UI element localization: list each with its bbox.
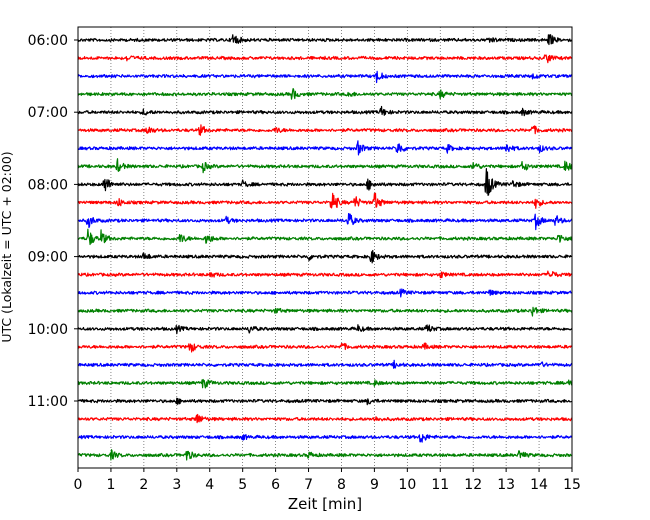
y-axis-ticks: 06:00 07:00 08:00 09:00 10:00 11:00 (28, 33, 78, 410)
trace-06:45 (77, 87, 573, 100)
trace-08:00 (77, 167, 573, 196)
x-tick-label: 8 (337, 477, 346, 493)
trace-09:45 (77, 306, 573, 317)
trace-10:15 (77, 342, 573, 353)
x-tick-label: 14 (530, 477, 548, 493)
trace-09:00 (77, 249, 573, 264)
trace-10:00 (77, 324, 573, 335)
x-tick-label: 7 (304, 477, 313, 493)
y-tick-label: 08:00 (28, 177, 68, 193)
y-tick-label: 10:00 (28, 322, 68, 338)
trace-07:45 (77, 158, 573, 174)
trace-11:00 (77, 397, 573, 406)
y-tick-label: 09:00 (28, 250, 68, 266)
trace-08:15 (77, 192, 573, 209)
trace-11:30 (77, 434, 573, 443)
x-tick-label: 5 (238, 477, 247, 493)
trace-11:45 (77, 449, 573, 461)
trace-07:30 (77, 140, 573, 156)
trace-11:15 (77, 413, 573, 424)
x-axis-ticks: 0 1 2 3 4 5 6 7 8 9 10 11 12 13 14 15 (74, 468, 581, 493)
trace-09:15 (77, 270, 573, 279)
y-tick-label: 11:00 (28, 394, 68, 410)
x-tick-label: 13 (497, 477, 515, 493)
x-tick-label: 0 (74, 477, 83, 493)
y-tick-label: 07:00 (28, 105, 68, 121)
plot-area-frame (77, 26, 573, 469)
trace-08:30 (77, 212, 573, 231)
x-tick-label: 11 (431, 477, 449, 493)
trace-08:45 (77, 228, 573, 246)
x-tick-label: 1 (106, 477, 115, 493)
x-tick-label: 4 (205, 477, 214, 493)
x-tick-label: 3 (172, 477, 181, 493)
trace-10:30 (77, 359, 573, 369)
trace-07:00 (77, 105, 573, 117)
x-tick-label: 15 (563, 477, 581, 493)
trace-07:15 (77, 124, 573, 136)
seismogram-traces (77, 34, 573, 461)
x-tick-label: 6 (271, 477, 280, 493)
trace-06:15 (77, 54, 573, 64)
y-axis-label: UTC (Lokalzeit = UTC + 02:00) (0, 151, 14, 342)
trace-06:30 (77, 70, 573, 84)
trace-06:00 (77, 34, 573, 46)
x-tick-label: 10 (398, 477, 416, 493)
x-tick-label: 2 (139, 477, 148, 493)
x-axis-label: Zeit [min] (288, 495, 362, 513)
trace-09:30 (77, 288, 573, 298)
x-tick-label: 12 (464, 477, 482, 493)
y-tick-label: 06:00 (28, 33, 68, 49)
x-tick-label: 9 (370, 477, 379, 493)
trace-10:45 (77, 378, 573, 389)
